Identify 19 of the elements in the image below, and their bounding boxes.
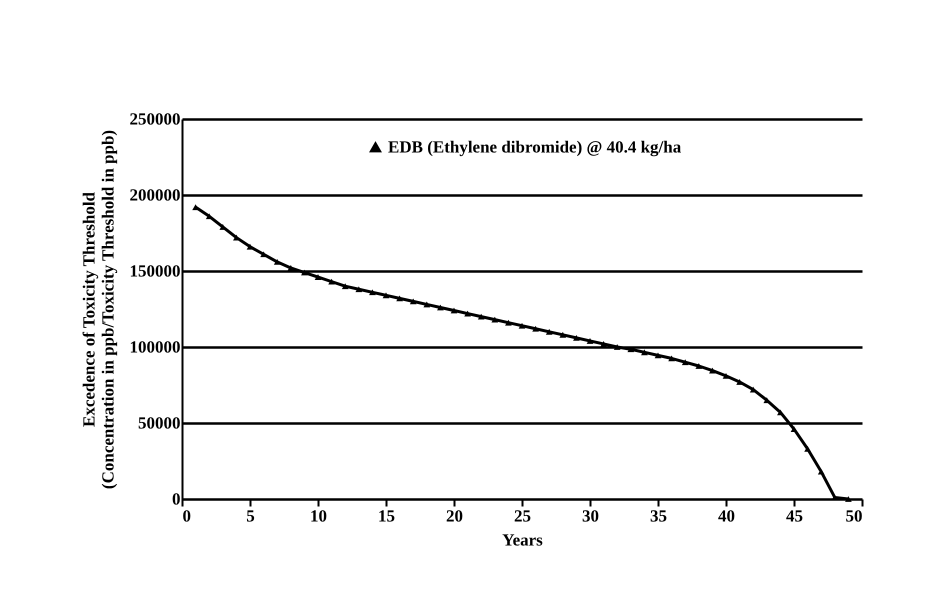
y-tick-label: 150000 <box>130 262 180 280</box>
x-tick-label: 15 <box>378 506 395 526</box>
x-tick-label: 35 <box>650 506 667 526</box>
x-axis-title: Years <box>502 530 544 550</box>
x-tick-label: 5 <box>246 506 255 526</box>
y-tick-label: 200000 <box>130 186 180 204</box>
y-axis-title: Excedence of Toxicity Threshold (Concentration in ppb/Toxicity Threshold in ppb) <box>80 130 118 490</box>
x-tick-label: 50 <box>846 506 862 526</box>
x-tick-label: 10 <box>310 506 327 526</box>
x-tick-label: 25 <box>514 506 531 526</box>
x-tick-label: 20 <box>446 506 463 526</box>
x-tick-label: 40 <box>718 506 735 526</box>
legend-label: EDB (Ethylene dibromide) @ 40.4 kg/ha <box>388 138 682 156</box>
y-tick-label: 100000 <box>130 338 180 356</box>
y-tick-label: 250000 <box>130 110 180 128</box>
y-tick-label: 0 <box>172 490 180 508</box>
x-tick-label: 45 <box>786 506 803 526</box>
y-tick-label: 50000 <box>138 414 180 432</box>
x-tick-label: 30 <box>582 506 599 526</box>
